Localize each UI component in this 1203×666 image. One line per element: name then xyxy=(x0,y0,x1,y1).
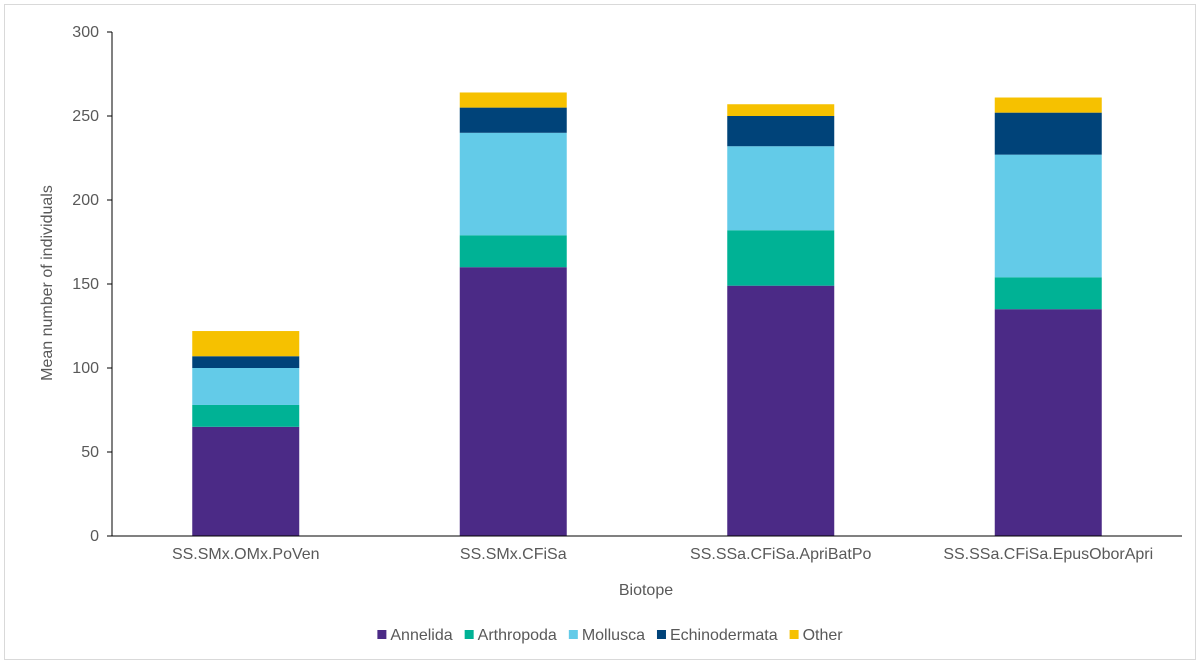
bar-segment-mollusca xyxy=(459,132,567,236)
bar-segment-annelida xyxy=(727,285,835,536)
bars-layer xyxy=(192,92,1102,536)
legend: Annelida Arthropoda Mollusca Echinodermata O… xyxy=(377,627,843,644)
bar-segment-other xyxy=(994,97,1102,113)
legend-item-mollusca: Mollusca xyxy=(568,627,645,644)
x-tick-label: SS.SSa.CFiSa.EpusOborApri xyxy=(943,546,1153,563)
bar-segment-other xyxy=(192,331,300,357)
bar-segment-arthropoda xyxy=(727,230,835,286)
bar-segment-arthropoda xyxy=(192,404,300,427)
y-tick-label: 250 xyxy=(72,108,99,125)
y-tick-label: 200 xyxy=(72,192,99,209)
bar-segment-mollusca xyxy=(994,154,1102,278)
legend-item-echinodermata: Echinodermata xyxy=(656,627,778,644)
legend-swatch xyxy=(377,630,387,639)
legend-label: Mollusca xyxy=(582,627,645,644)
bar-segment-mollusca xyxy=(727,146,835,231)
bar-segment-echinodermata xyxy=(994,112,1102,155)
y-tick-labels: 0 50 100 150 200 250 300 xyxy=(72,24,112,545)
y-tick-label: 100 xyxy=(72,360,99,377)
y-tick-label: 50 xyxy=(81,444,99,461)
legend-item-other: Other xyxy=(789,627,844,644)
legend-swatch xyxy=(656,630,666,639)
legend-swatch xyxy=(568,630,578,639)
legend-label: Other xyxy=(803,627,844,644)
legend-item-annelida: Annelida xyxy=(377,627,453,644)
x-tick-labels: SS.SMx.OMx.PoVen SS.SMx.CFiSa SS.SSa.CFiSa… xyxy=(172,546,1153,563)
y-tick-label: 0 xyxy=(90,528,99,545)
legend-label: Arthropoda xyxy=(478,627,557,644)
bar-segment-arthropoda xyxy=(459,235,567,268)
x-tick-label: SS.SMx.CFiSa xyxy=(460,546,567,563)
bar-segment-arthropoda xyxy=(994,277,1102,310)
x-axis-title: Biotope xyxy=(619,582,673,599)
bar-segment-other xyxy=(459,92,567,108)
y-tick-label: 300 xyxy=(72,24,99,41)
legend-swatch xyxy=(789,630,799,639)
bar-segment-echinodermata xyxy=(192,356,300,368)
bar-segment-mollusca xyxy=(192,368,300,405)
legend-label: Annelida xyxy=(390,627,452,644)
legend-label: Echinodermata xyxy=(670,627,778,644)
bar-segment-annelida xyxy=(459,267,567,536)
y-axis-title: Mean number of individuals xyxy=(39,185,56,381)
bar-segment-echinodermata xyxy=(727,116,835,147)
bar-segment-other xyxy=(727,104,835,116)
legend-swatch xyxy=(464,630,474,639)
y-tick-label: 150 xyxy=(72,276,99,293)
legend-item-arthropoda: Arthropoda xyxy=(464,627,557,644)
x-tick-label: SS.SMx.OMx.PoVen xyxy=(172,546,320,563)
x-tick-label: SS.SSa.CFiSa.ApriBatPo xyxy=(690,546,872,563)
bar-segment-echinodermata xyxy=(459,107,567,133)
bar-segment-annelida xyxy=(994,309,1102,536)
bar-segment-annelida xyxy=(192,426,300,536)
